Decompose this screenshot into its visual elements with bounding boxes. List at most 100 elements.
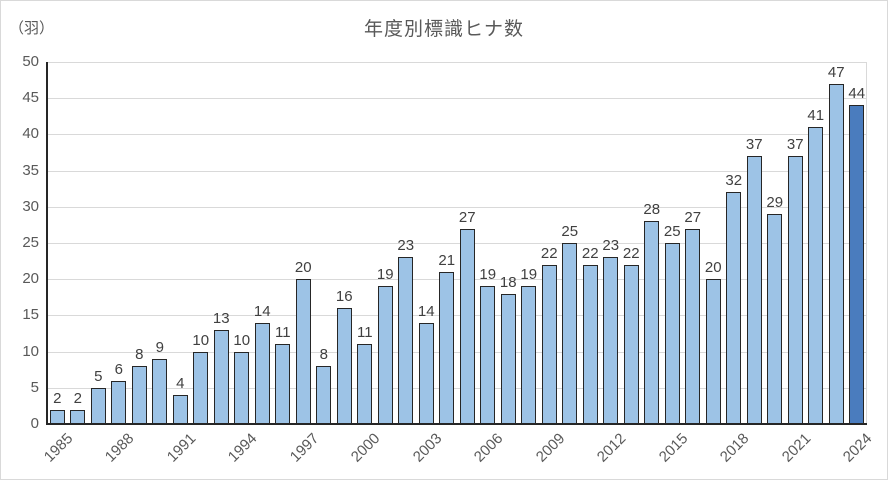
bar (644, 221, 660, 424)
bar (582, 264, 598, 424)
bar-value-label: 4 (176, 375, 185, 393)
bar-value-label: 20 (704, 259, 722, 277)
bar-value-label: 41 (807, 107, 825, 125)
bar-value-label: 28 (643, 201, 661, 219)
y-axis-tick-label: 45 (22, 89, 39, 107)
gridline (47, 315, 866, 317)
bar (70, 409, 86, 424)
bar-value-label: 14 (417, 302, 435, 320)
bar (828, 83, 844, 424)
bar (275, 344, 291, 424)
bar (254, 322, 270, 424)
bar-value-label: 21 (438, 251, 456, 269)
bar (131, 366, 147, 424)
bar-value-label: 6 (114, 360, 123, 378)
gridline (47, 387, 866, 389)
y-axis-tick-label: 0 (30, 415, 39, 432)
bar (726, 192, 742, 424)
bar-value-label: 22 (622, 244, 640, 262)
y-axis-tick-label: 25 (22, 234, 39, 251)
bar (521, 286, 537, 424)
bar (480, 286, 496, 424)
bar-value-label: 32 (725, 172, 743, 190)
bar (562, 243, 578, 424)
y-axis-tick-label: 10 (22, 342, 39, 360)
bar-value-label: 10 (192, 331, 210, 349)
bar-value-label: 16 (335, 288, 353, 306)
bar-value-label: 5 (94, 367, 103, 385)
x-axis-tick-label: 2009 (532, 430, 569, 466)
x-axis-tick-label: 2015 (655, 430, 692, 466)
y-axis-tick-label: 40 (22, 125, 39, 143)
gridline (47, 243, 866, 244)
bar (234, 351, 250, 424)
bar-value-label: 22 (581, 244, 599, 262)
bar (603, 257, 619, 424)
gridline (47, 206, 866, 208)
bar (418, 322, 434, 424)
bar (49, 409, 65, 424)
bar-value-label: 27 (458, 208, 476, 226)
y-axis-tick-label: 15 (22, 306, 39, 324)
bar-value-label: 37 (786, 136, 804, 154)
bar-value-label: 9 (155, 338, 164, 356)
bar (541, 264, 557, 424)
x-axis-tick-label: 1988 (102, 430, 138, 466)
bar (808, 127, 824, 424)
bar-value-label: 19 (376, 266, 394, 284)
bar (336, 308, 352, 424)
gridline (47, 351, 866, 353)
x-axis-tick-label: 2006 (471, 430, 507, 466)
y-axis-tick-label: 50 (22, 53, 39, 70)
bar (316, 366, 332, 424)
bar (90, 387, 106, 424)
gridline (47, 170, 866, 172)
bar-value-label: 19 (520, 266, 538, 284)
x-axis-tick-label: 2018 (717, 430, 753, 466)
bar-value-label: 27 (684, 208, 702, 226)
bar-value-label: 10 (233, 331, 251, 349)
bar-value-label: 37 (745, 136, 763, 154)
x-axis-line (46, 423, 867, 425)
x-axis-tick-label: 1997 (286, 430, 323, 466)
bar-value-label: 23 (397, 237, 415, 255)
bar-value-label: 47 (827, 63, 845, 81)
bar-value-label: 8 (319, 346, 328, 364)
bar-value-label: 8 (135, 346, 144, 364)
x-axis-tick-label: 2000 (348, 430, 384, 466)
bar-value-label: 20 (294, 259, 312, 277)
y-axis-tick-label: 5 (30, 378, 39, 396)
bar-value-label: 11 (356, 324, 373, 342)
bar-value-label: 14 (253, 302, 271, 320)
bar-value-label: 19 (479, 266, 497, 284)
bar (193, 351, 209, 424)
y-axis-tick-label: 30 (22, 197, 39, 215)
chart-title: 年度別標識ヒナ数 (363, 19, 524, 40)
bar (357, 344, 373, 424)
bar (500, 293, 516, 424)
bar (664, 243, 680, 424)
bar-value-label: 13 (212, 309, 230, 327)
bar-value-label: 2 (73, 389, 82, 407)
bar (623, 264, 639, 424)
bar (787, 156, 803, 424)
plot-area: 2 2 5 6 8 9 4 10 13 10 14 11 20 8 16 11 19 23 14 21 27 19 18 19… (46, 62, 867, 425)
bar (377, 286, 393, 424)
y-axis-tick-label: 35 (22, 161, 39, 179)
bar (767, 214, 783, 424)
x-axis-tick-label: 2021 (778, 430, 815, 466)
x-axis-tick-label: 1994 (225, 430, 261, 466)
bar-value-label: 22 (540, 244, 558, 262)
bar-value-label: 23 (602, 237, 620, 255)
bar (295, 279, 311, 424)
x-axis-tick-label: 1985 (40, 430, 77, 466)
bar (746, 156, 762, 424)
bar (152, 358, 168, 424)
gridline (47, 62, 866, 63)
bar (398, 257, 414, 424)
bar (111, 380, 127, 424)
bar (705, 279, 721, 424)
bar (849, 105, 865, 424)
bar-value-label: 29 (766, 194, 784, 212)
x-axis-tick-label: 2003 (409, 430, 446, 466)
